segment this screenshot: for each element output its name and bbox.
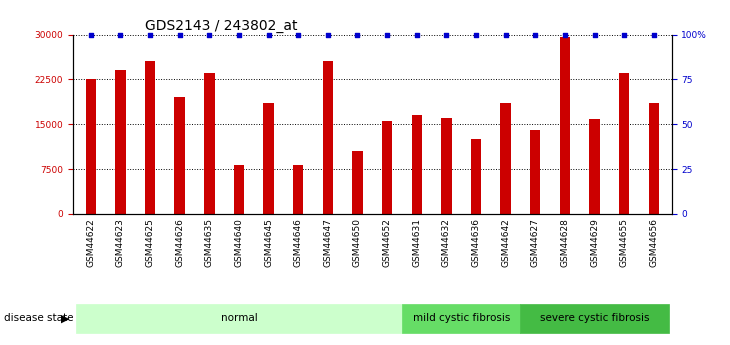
Text: normal: normal — [220, 313, 257, 323]
Text: GSM44647: GSM44647 — [323, 218, 332, 267]
Text: GSM44655: GSM44655 — [620, 218, 629, 267]
Point — [588, 32, 600, 37]
Bar — [174, 97, 185, 214]
Bar — [520, 304, 669, 333]
Point — [381, 32, 393, 37]
Bar — [85, 79, 96, 214]
Text: GSM44656: GSM44656 — [649, 218, 658, 267]
Text: GSM44645: GSM44645 — [264, 218, 273, 267]
Text: GSM44635: GSM44635 — [205, 218, 214, 267]
Text: GSM44646: GSM44646 — [293, 218, 303, 267]
Bar — [76, 304, 402, 333]
Bar — [323, 61, 333, 214]
Bar — [560, 38, 570, 214]
Bar — [441, 118, 452, 214]
Bar — [412, 115, 422, 214]
Point — [559, 32, 571, 37]
Text: mild cystic fibrosis: mild cystic fibrosis — [412, 313, 510, 323]
Text: GSM44652: GSM44652 — [383, 218, 391, 267]
Text: GDS2143 / 243802_at: GDS2143 / 243802_at — [145, 19, 297, 33]
Bar — [204, 73, 215, 214]
Bar — [402, 304, 520, 333]
Point — [618, 32, 630, 37]
Bar — [293, 165, 304, 214]
Bar — [501, 103, 511, 214]
Text: disease state: disease state — [4, 313, 73, 323]
Text: GSM44627: GSM44627 — [531, 218, 539, 267]
Point — [145, 32, 156, 37]
Bar — [353, 151, 363, 214]
Text: severe cystic fibrosis: severe cystic fibrosis — [539, 313, 649, 323]
Bar — [264, 103, 274, 214]
Point — [352, 32, 364, 37]
Bar — [471, 139, 481, 214]
Point — [85, 32, 96, 37]
Text: GSM44636: GSM44636 — [472, 218, 480, 267]
Text: GSM44628: GSM44628 — [561, 218, 569, 267]
Point — [263, 32, 274, 37]
Bar — [530, 130, 540, 214]
Point — [204, 32, 215, 37]
Point — [115, 32, 126, 37]
Text: GSM44632: GSM44632 — [442, 218, 451, 267]
Text: GSM44626: GSM44626 — [175, 218, 184, 267]
Bar — [382, 121, 392, 214]
Bar — [234, 165, 244, 214]
Point — [411, 32, 423, 37]
Bar — [649, 103, 659, 214]
Point — [470, 32, 482, 37]
Text: GSM44629: GSM44629 — [590, 218, 599, 267]
Text: GSM44623: GSM44623 — [116, 218, 125, 267]
Point — [174, 32, 185, 37]
Text: GSM44622: GSM44622 — [86, 218, 96, 267]
Text: GSM44625: GSM44625 — [145, 218, 155, 267]
Point — [500, 32, 512, 37]
Text: ▶: ▶ — [61, 313, 69, 323]
Point — [440, 32, 452, 37]
Point — [233, 32, 245, 37]
Point — [529, 32, 541, 37]
Point — [648, 32, 660, 37]
Text: GSM44642: GSM44642 — [502, 218, 510, 267]
Bar — [145, 61, 155, 214]
Text: GSM44631: GSM44631 — [412, 218, 421, 267]
Bar — [589, 119, 600, 214]
Point — [322, 32, 334, 37]
Text: GSM44640: GSM44640 — [234, 218, 243, 267]
Bar — [115, 70, 126, 214]
Point — [293, 32, 304, 37]
Bar — [619, 73, 629, 214]
Text: GSM44650: GSM44650 — [353, 218, 362, 267]
